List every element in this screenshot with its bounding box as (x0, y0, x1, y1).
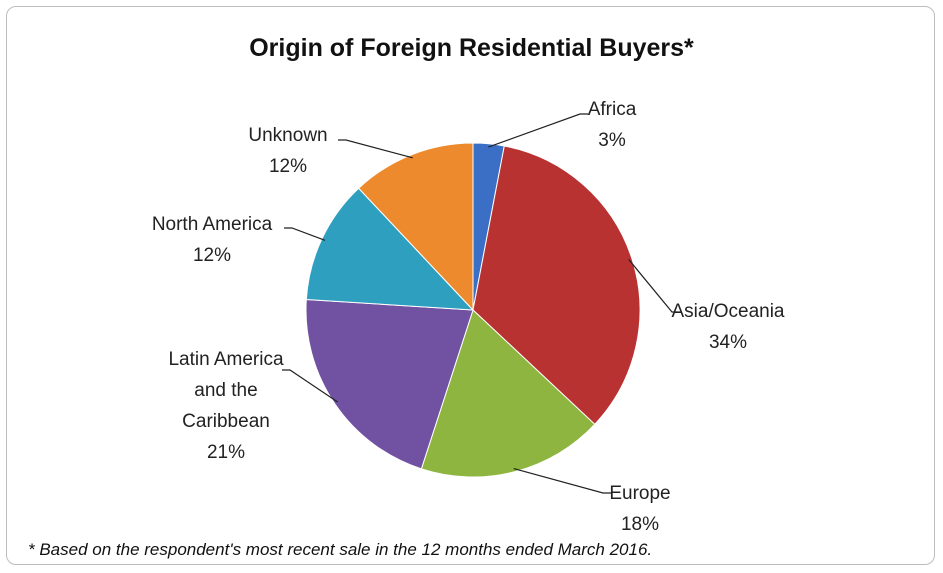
pie-slice (472, 145, 641, 426)
leader-line (488, 113, 588, 148)
pie-slice (305, 298, 474, 470)
slice-value-label: 3% (598, 130, 626, 151)
leader-line (284, 227, 326, 241)
slice-label: Latin America and the Caribbean (168, 349, 284, 432)
slice-label: Africa (587, 99, 637, 120)
footnote: * Based on the respondent's most recent … (28, 540, 653, 559)
slice-label: Asia/Oceania (671, 301, 785, 322)
slice-label: North America (151, 214, 273, 235)
slice-value-label: 12% (268, 156, 308, 177)
slice-label: Europe (609, 483, 671, 504)
leader-line (513, 467, 611, 494)
slice-value-label: 18% (620, 514, 660, 535)
slice-value-label: 34% (708, 332, 748, 353)
leader-line (338, 139, 413, 159)
leader-line (282, 369, 338, 403)
leader-line (628, 259, 680, 313)
slice-value-label: 12% (192, 245, 232, 266)
slice-label: Unknown (248, 125, 328, 146)
slice-value-label: 21% (206, 442, 246, 463)
pie-slice (420, 309, 596, 478)
frame (6, 6, 935, 565)
chart-title: Origin of Foreign Residential Buyers* (249, 34, 694, 62)
pie-slice (357, 142, 474, 312)
